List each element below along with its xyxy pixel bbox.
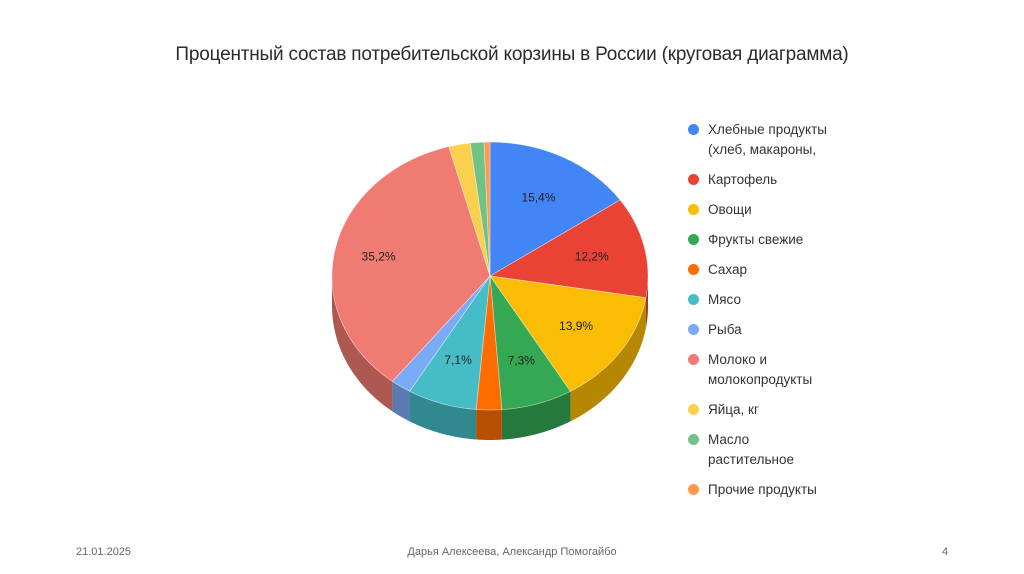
legend-label: Картофель bbox=[708, 172, 778, 187]
footer-authors: Дарья Алексеева, Александр Помогайбо bbox=[407, 546, 617, 558]
legend-item: Рыба bbox=[688, 320, 858, 340]
legend-item: Фрукты свежие bbox=[688, 230, 858, 250]
legend-marker bbox=[688, 404, 699, 415]
data-label: 7,1% bbox=[444, 353, 472, 367]
legend-label: Рыба bbox=[708, 322, 742, 337]
legend-item: Хлебные продукты (хлеб, макароны, bbox=[688, 120, 858, 160]
legend-label: Овощи bbox=[708, 202, 752, 217]
pie-slice bbox=[489, 275, 647, 392]
legend-marker bbox=[688, 434, 699, 445]
legend-item: Картофель bbox=[688, 170, 858, 190]
pie-slice-side bbox=[501, 391, 571, 440]
pie-slice bbox=[331, 146, 491, 382]
pie-slice-side bbox=[409, 391, 477, 440]
legend-item: Молоко и молокопродукты bbox=[688, 350, 858, 390]
legend-marker bbox=[688, 174, 699, 185]
legend-item: Овощи bbox=[688, 200, 858, 220]
data-label: 13,9% bbox=[559, 319, 593, 333]
data-label: 12,2% bbox=[575, 250, 609, 264]
legend: Хлебные продукты (хлеб, макароны, Картофе… bbox=[688, 120, 858, 510]
legend-marker bbox=[688, 354, 699, 365]
pie-slice bbox=[483, 141, 491, 277]
pie-slice-side bbox=[392, 381, 410, 422]
pie-slice-side bbox=[332, 276, 393, 412]
legend-item: Прочие продукты bbox=[688, 480, 858, 500]
chart-title: Процентный состав потребительской корзин… bbox=[175, 44, 849, 65]
pie-slice-side bbox=[570, 297, 646, 422]
data-label: 7,3% bbox=[508, 353, 536, 367]
legend-marker bbox=[688, 234, 699, 245]
page-number: 4 bbox=[942, 546, 949, 558]
legend-label: Сахар bbox=[708, 262, 748, 277]
legend-marker bbox=[688, 204, 699, 215]
legend-marker bbox=[688, 124, 699, 135]
data-label: 35,2% bbox=[362, 250, 396, 264]
legend-marker bbox=[688, 484, 699, 495]
legend-item: Яйца, кг bbox=[688, 400, 858, 420]
legend-label: Хлебные продукты (хлеб, макароны, bbox=[708, 122, 827, 157]
data-label: 15,4% bbox=[521, 191, 555, 205]
legend-label: Масло растительное bbox=[708, 432, 794, 467]
legend-label: Молоко и молокопродукты bbox=[708, 352, 813, 387]
legend-label: Фрукты свежие bbox=[708, 232, 804, 247]
legend-label: Яйца, кг bbox=[708, 402, 759, 417]
pie-slice bbox=[489, 141, 621, 277]
pie-slice bbox=[488, 199, 649, 299]
legend-item: Сахар bbox=[688, 260, 858, 280]
legend-marker bbox=[688, 324, 699, 335]
footer-date: 21.01.2025 bbox=[76, 546, 132, 558]
legend-label: Мясо bbox=[708, 292, 741, 307]
pie-slice-side bbox=[476, 409, 502, 440]
legend-item: Масло растительное bbox=[688, 430, 858, 470]
legend-marker bbox=[688, 294, 699, 305]
legend-item: Мясо bbox=[688, 290, 858, 310]
legend-marker bbox=[688, 264, 699, 275]
legend-label: Прочие продукты bbox=[708, 482, 817, 497]
